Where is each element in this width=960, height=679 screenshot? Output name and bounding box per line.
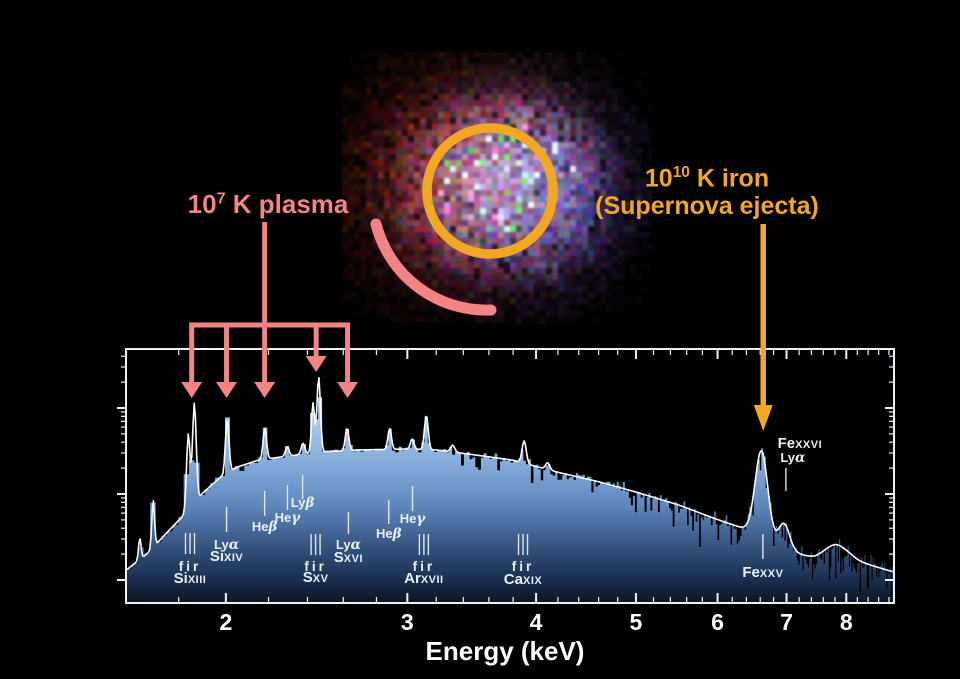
plasma-arrows <box>181 222 359 398</box>
line-label: Heγ <box>275 485 302 526</box>
svg-text:Heβ: Heβ <box>252 519 278 535</box>
iron-arrow <box>753 224 773 431</box>
model-line <box>127 376 893 573</box>
svg-text:7: 7 <box>780 609 793 635</box>
line-label: Heβ <box>376 500 402 542</box>
iron-label-line1: 1010 K iron <box>644 164 770 193</box>
svg-text:Lyα: Lyα <box>214 537 240 553</box>
svg-text:Lyα: Lyα <box>336 537 362 553</box>
svg-text:Heγ: Heγ <box>400 511 427 527</box>
svg-text:Heβ: Heβ <box>376 526 402 542</box>
plasma-label-base: 10 <box>187 189 217 219</box>
line-label: FeXXV <box>742 534 783 581</box>
plasma-label-exponent: 7 <box>216 189 226 208</box>
spectrum-histogram <box>127 397 893 602</box>
line-label: Heγ <box>400 486 427 527</box>
svg-text:6: 6 <box>711 609 724 635</box>
svg-text:Lyα: Lyα <box>780 450 806 466</box>
svg-text:SXVI: SXVI <box>334 549 363 566</box>
svg-text:fir: fir <box>304 559 327 574</box>
plasma-label-rest: K plasma <box>225 189 349 219</box>
line-labels: firSiXIIILyαSiXIVHeβHeγLyβfirSXVLyαSXVIH… <box>174 435 823 588</box>
iron-region-circle <box>422 123 558 259</box>
supernova-remnant-image <box>342 52 652 324</box>
svg-text:fir: fir <box>512 559 535 574</box>
svg-text:8: 8 <box>840 609 853 635</box>
svg-text:fir: fir <box>179 559 202 574</box>
plot-border <box>125 348 895 604</box>
svg-text:SXV: SXV <box>303 569 329 586</box>
plasma-temperature-label: 107 K plasma <box>138 189 398 220</box>
svg-text:2: 2 <box>219 609 232 635</box>
svg-text:CaXIX: CaXIX <box>504 571 543 588</box>
svg-text:ArXVII: ArXVII <box>404 570 443 587</box>
svg-text:4: 4 <box>530 609 543 635</box>
x-tick-labels: 2 3 4 5 6 7 8 <box>219 609 852 635</box>
svg-text:SiXIV: SiXIV <box>210 548 244 565</box>
svg-text:FeXXVI: FeXXVI <box>778 435 823 452</box>
svg-text:Heγ: Heγ <box>275 510 302 526</box>
iron-label-exponent: 10 <box>672 164 690 181</box>
x-axis-title: Energy (keV) <box>426 636 585 666</box>
svg-text:fir: fir <box>413 559 436 574</box>
svg-text:FeXXV: FeXXV <box>742 564 783 581</box>
axis-ticks <box>117 350 893 602</box>
svg-text:5: 5 <box>630 609 643 635</box>
iron-temperature-label: 1010 K iron (Supernova ejecta) <box>576 159 838 220</box>
svg-text:Lyβ: Lyβ <box>291 495 315 511</box>
line-label: Heβ <box>252 491 278 535</box>
svg-text:SiXIII: SiXIII <box>174 570 207 587</box>
svg-text:3: 3 <box>401 609 414 635</box>
plasma-region-arc <box>370 218 497 316</box>
iron-label-line2: (Supernova ejecta) <box>595 192 819 221</box>
line-label: Lyβ <box>291 475 315 511</box>
